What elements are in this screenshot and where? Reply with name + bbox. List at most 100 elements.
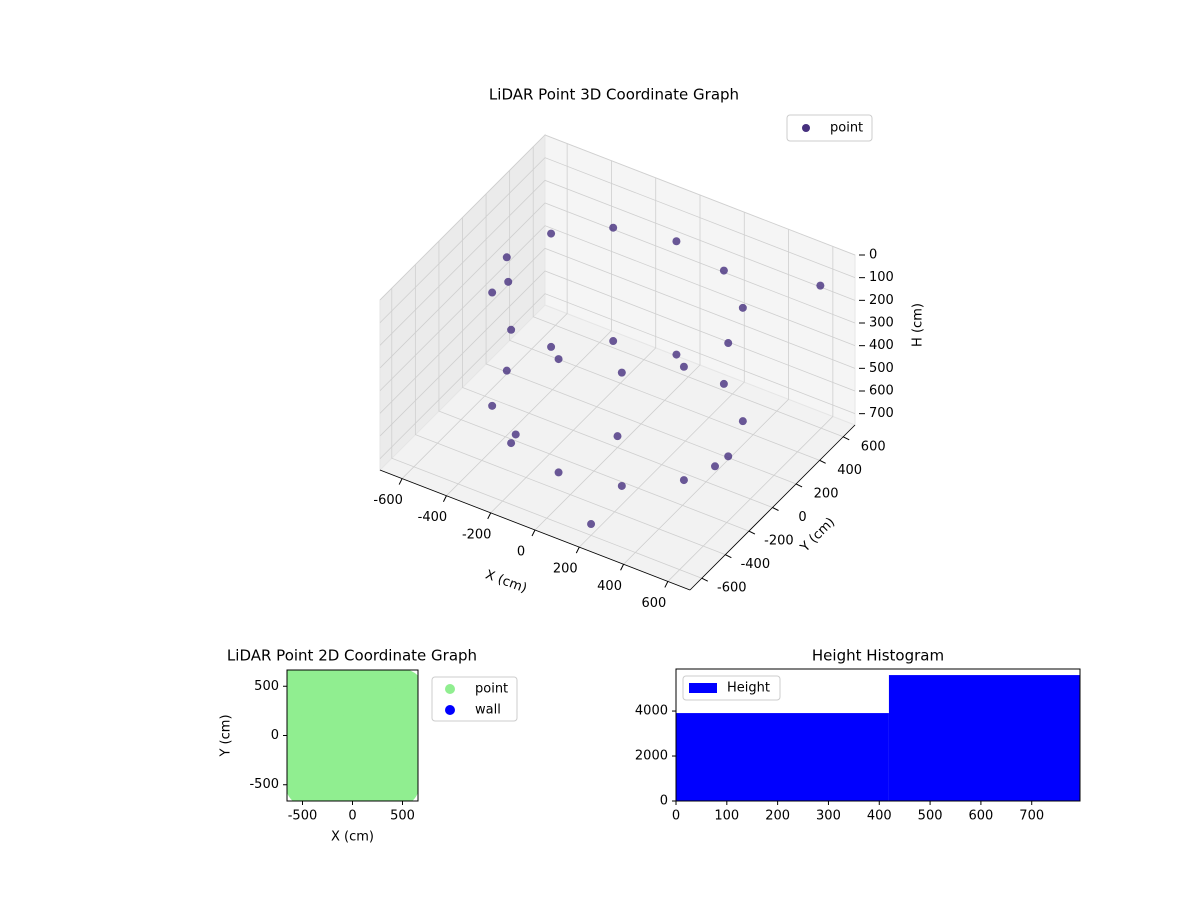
z-tick-label: 0	[869, 248, 877, 263]
point	[719, 379, 728, 388]
grid-line	[391, 288, 702, 579]
y-tick-label: 0	[660, 794, 668, 809]
axes-frame	[675, 668, 1081, 802]
point	[711, 462, 719, 471]
grid-line	[509, 170, 820, 461]
chart-title: LiDAR Point 3D Coordinate Graph	[489, 86, 739, 104]
y-tick-label: 4000	[635, 704, 668, 719]
y-tick-label: -600	[717, 581, 747, 596]
legend-box	[682, 675, 781, 701]
legend-marker	[445, 684, 455, 694]
x-tick	[442, 495, 447, 502]
point	[613, 432, 622, 441]
grid-line	[446, 160, 612, 496]
grid-line	[485, 193, 797, 485]
grid-line	[579, 212, 745, 548]
y-tick-label: -200	[764, 534, 794, 549]
x-tick-label: -500	[288, 809, 318, 824]
y-tick	[725, 554, 732, 559]
y-tick	[842, 436, 850, 441]
bar	[888, 675, 1080, 801]
z-tick-label: 700	[869, 406, 894, 421]
z-tick-label: 100	[869, 270, 894, 285]
y-tick-label: 500	[254, 679, 279, 694]
grid-line	[667, 246, 834, 582]
point	[554, 468, 563, 477]
x-tick-label: -600	[373, 493, 403, 508]
point	[679, 476, 688, 485]
point	[719, 266, 728, 275]
y-tick	[795, 483, 803, 488]
x-tick-label: 600	[968, 809, 993, 824]
point	[724, 339, 733, 348]
point	[738, 303, 747, 312]
point	[738, 417, 747, 426]
point	[547, 342, 556, 351]
grid-line	[379, 179, 856, 346]
y-axis	[689, 424, 856, 591]
grid-line	[490, 177, 657, 514]
x-tick	[620, 564, 625, 571]
legend-label: Height	[727, 681, 770, 696]
point	[672, 237, 681, 246]
z-tick-label: 300	[869, 316, 894, 331]
z-tick-label: 600	[869, 384, 894, 399]
grid-line	[379, 134, 856, 301]
grid-line	[462, 217, 773, 508]
y-axis-label: Y (cm)	[219, 714, 234, 757]
y-tick-label: -500	[249, 777, 279, 792]
x-tick-label: 200	[765, 809, 790, 824]
point	[547, 229, 556, 238]
y-tick-label: 600	[861, 439, 886, 454]
point	[672, 350, 681, 359]
x-tick-label: 200	[553, 562, 578, 577]
y-tick-label: 2000	[635, 749, 668, 764]
x-tick-label: 0	[672, 809, 680, 824]
legend-label: point	[475, 682, 508, 697]
legend-label: wall	[475, 703, 501, 718]
point	[507, 325, 516, 334]
point	[507, 439, 516, 448]
point	[502, 253, 511, 262]
point	[609, 223, 618, 232]
y-tick	[819, 459, 826, 464]
legend-label: point	[830, 121, 863, 136]
point	[816, 281, 825, 290]
x-tick-label: 400	[597, 579, 622, 594]
point	[511, 430, 520, 439]
grid-line	[623, 229, 789, 565]
x-tick	[487, 512, 492, 520]
x-tick-label: -400	[418, 510, 448, 525]
point	[488, 401, 497, 410]
z-axis-label: H (cm)	[911, 303, 926, 347]
grid-line	[379, 293, 856, 459]
y-tick	[772, 507, 779, 511]
y-tick-label: 400	[837, 463, 862, 478]
x-axis-label: X (cm)	[331, 830, 374, 845]
chart-title: Height Histogram	[812, 647, 944, 665]
y-tick	[748, 530, 756, 535]
legend-marker	[802, 124, 810, 132]
grid-line	[401, 143, 568, 479]
y-tick-label: -400	[741, 557, 771, 572]
x-tick	[575, 546, 580, 554]
point	[587, 520, 596, 529]
grid-line	[379, 225, 856, 391]
x-tick-label: 400	[867, 809, 892, 824]
x-tick-label: 0	[517, 545, 525, 560]
point	[609, 337, 618, 346]
x-tick-label: 0	[348, 809, 356, 824]
grid-line	[379, 157, 856, 323]
point	[617, 481, 626, 490]
x-tick-label: 500	[390, 809, 415, 824]
grid-line	[379, 247, 856, 414]
x-tick-label: 100	[714, 809, 739, 824]
point	[679, 362, 688, 371]
x-axis-label: X (cm)	[483, 568, 529, 597]
z-tick-label: 500	[869, 361, 894, 376]
grid-line	[534, 195, 701, 531]
legend-box	[786, 114, 873, 142]
point	[554, 355, 563, 364]
x-tick-label: -200	[462, 527, 492, 542]
